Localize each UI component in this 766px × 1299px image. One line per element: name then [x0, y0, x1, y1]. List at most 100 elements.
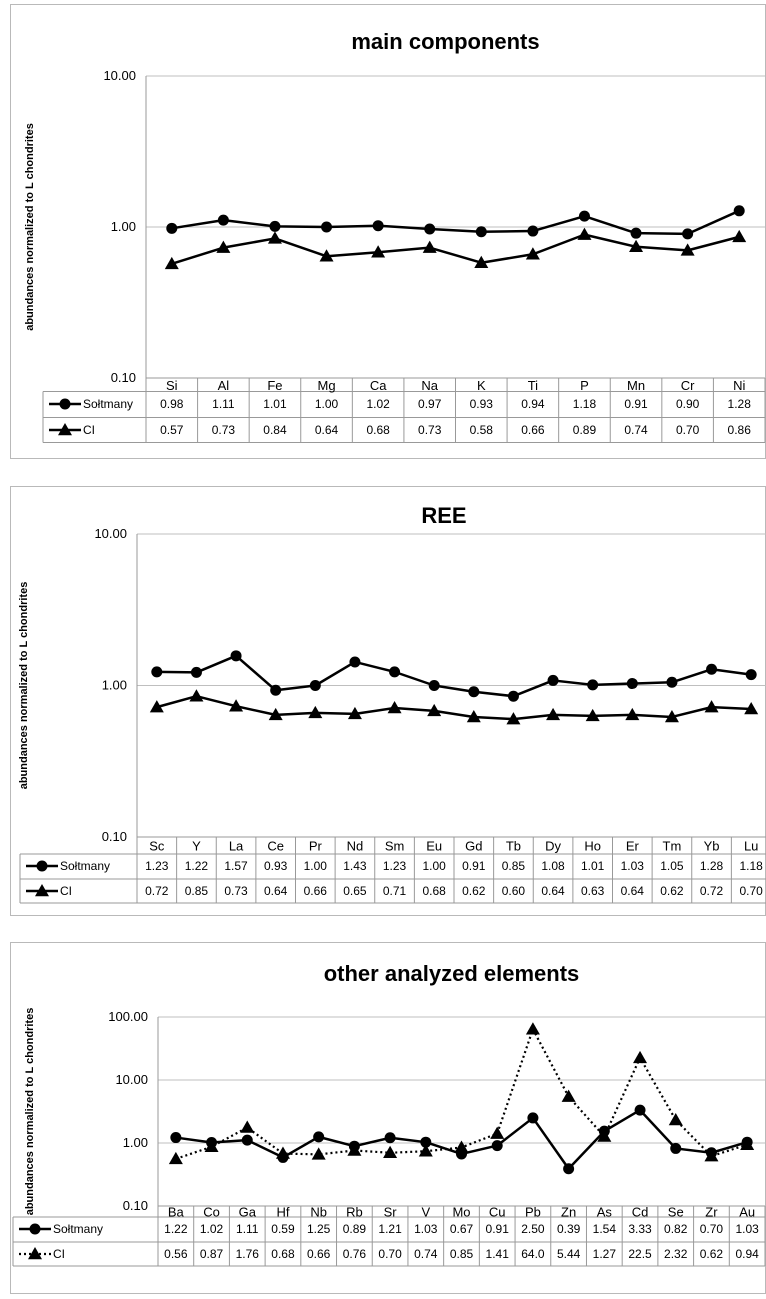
x-tick-label: Tm [663, 839, 682, 854]
data-label: 0.62 [660, 884, 684, 898]
x-tick-label: Nb [310, 1205, 327, 1220]
x-tick-label: Lu [744, 839, 758, 854]
x-tick-label: Tb [506, 839, 521, 854]
data-label: 0.68 [366, 423, 390, 437]
y-axis-label: abundances normalized to L chondrites [24, 1008, 36, 1216]
data-point-ci [704, 700, 719, 713]
data-point-ci [546, 707, 561, 721]
data-label: 5.44 [557, 1247, 581, 1261]
series-line-ci [175, 1028, 748, 1160]
x-tick-label: Ga [239, 1205, 257, 1220]
data-point-soltmany [270, 684, 282, 696]
x-tick-label: Na [421, 378, 438, 393]
legend-marker [58, 423, 72, 436]
data-point-soltmany [682, 228, 694, 240]
data-label: 0.64 [264, 884, 288, 898]
data-point-soltmany [349, 656, 361, 668]
data-point-ci [585, 708, 600, 722]
data-label: 0.58 [470, 423, 494, 437]
data-label: 0.70 [378, 1247, 402, 1261]
data-point-ci [311, 1147, 326, 1160]
data-label: 0.97 [418, 397, 442, 411]
data-point-soltmany [217, 214, 229, 226]
data-point-soltmany [491, 1140, 503, 1152]
data-label: 0.66 [307, 1247, 331, 1261]
data-point-soltmany [706, 663, 718, 675]
data-label: 1.23 [383, 859, 407, 873]
data-label: 0.70 [676, 423, 700, 437]
x-tick-label: Ce [267, 839, 284, 854]
data-label: 0.85 [502, 859, 526, 873]
data-point-ci [629, 239, 644, 252]
x-tick-label: Sm [385, 839, 405, 854]
data-point-soltmany [384, 1132, 396, 1144]
data-point-ci [704, 1149, 719, 1162]
data-point-soltmany [428, 680, 440, 691]
x-tick-label: Pb [525, 1205, 541, 1220]
data-label: 0.64 [621, 884, 645, 898]
main-components-chart: main components abundances normalized to … [10, 4, 766, 459]
data-label: 0.85 [185, 884, 209, 898]
data-point-soltmany [587, 679, 599, 691]
data-point-soltmany [507, 690, 519, 702]
data-label: 1.54 [593, 1222, 617, 1236]
x-tick-label: Ho [584, 839, 601, 854]
legend-marker [36, 860, 48, 872]
chart-title: main components [351, 29, 539, 54]
data-point-ci [371, 245, 386, 258]
legend-marker [59, 398, 71, 410]
data-label: 0.91 [462, 859, 486, 873]
data-label: 1.57 [224, 859, 248, 873]
x-tick-label: Ca [370, 378, 387, 393]
data-point-ci [668, 1112, 683, 1126]
data-point-ci [267, 231, 282, 244]
series-line-ci [171, 233, 740, 266]
data-point-soltmany [269, 220, 281, 232]
x-tick-label: As [597, 1205, 613, 1220]
data-point-ci [454, 1140, 469, 1153]
data-label: 1.00 [315, 397, 339, 411]
data-label: 0.70 [740, 884, 764, 898]
data-point-soltmany [475, 226, 487, 238]
data-label: 1.02 [200, 1222, 224, 1236]
data-label: 0.73 [224, 884, 248, 898]
data-label: 1.21 [378, 1222, 402, 1236]
data-point-ci [474, 255, 489, 268]
x-tick-label: Au [739, 1205, 755, 1220]
x-tick-label: Eu [426, 839, 442, 854]
x-tick-label: Sc [149, 839, 165, 854]
data-markers [149, 650, 759, 725]
data-label: 1.28 [700, 859, 724, 873]
data-point-soltmany [634, 1104, 646, 1116]
data-point-ci [164, 256, 179, 270]
data-label: 0.85 [450, 1247, 474, 1261]
data-label: 0.91 [486, 1222, 510, 1236]
data-label: 0.98 [160, 397, 184, 411]
data-point-ci [561, 1089, 576, 1102]
data-label: 1.03 [414, 1222, 438, 1236]
data-label: 1.00 [304, 859, 328, 873]
data-label: 0.64 [541, 884, 565, 898]
data-label: 0.93 [264, 859, 288, 873]
data-point-soltmany [733, 205, 745, 217]
data-label: 0.39 [557, 1222, 581, 1236]
x-tick-label: Cu [489, 1205, 506, 1220]
data-point-soltmany [670, 1142, 682, 1154]
other-elements-chart-svg: other analyzed elements abundances normal… [12, 961, 766, 1267]
y-tick-label: 0.10 [111, 370, 136, 385]
labels: other analyzed elements abundances normal… [24, 961, 759, 1261]
data-point-soltmany [190, 666, 202, 678]
data-label: 0.65 [343, 884, 367, 898]
y-tick-label: 1.00 [123, 1135, 148, 1150]
x-tick-label: Zr [705, 1205, 718, 1220]
data-label: 0.60 [502, 884, 526, 898]
data-label: 0.67 [450, 1222, 474, 1236]
data-point-soltmany [626, 678, 638, 690]
series-line-soltmany [175, 1108, 748, 1171]
data-label: 0.63 [581, 884, 605, 898]
data-table [19, 837, 766, 904]
data-point-soltmany [230, 650, 242, 662]
y-tick-label: 100.00 [108, 1009, 148, 1024]
y-tick-label: 0.10 [123, 1198, 148, 1213]
data-label: 1.00 [423, 859, 447, 873]
